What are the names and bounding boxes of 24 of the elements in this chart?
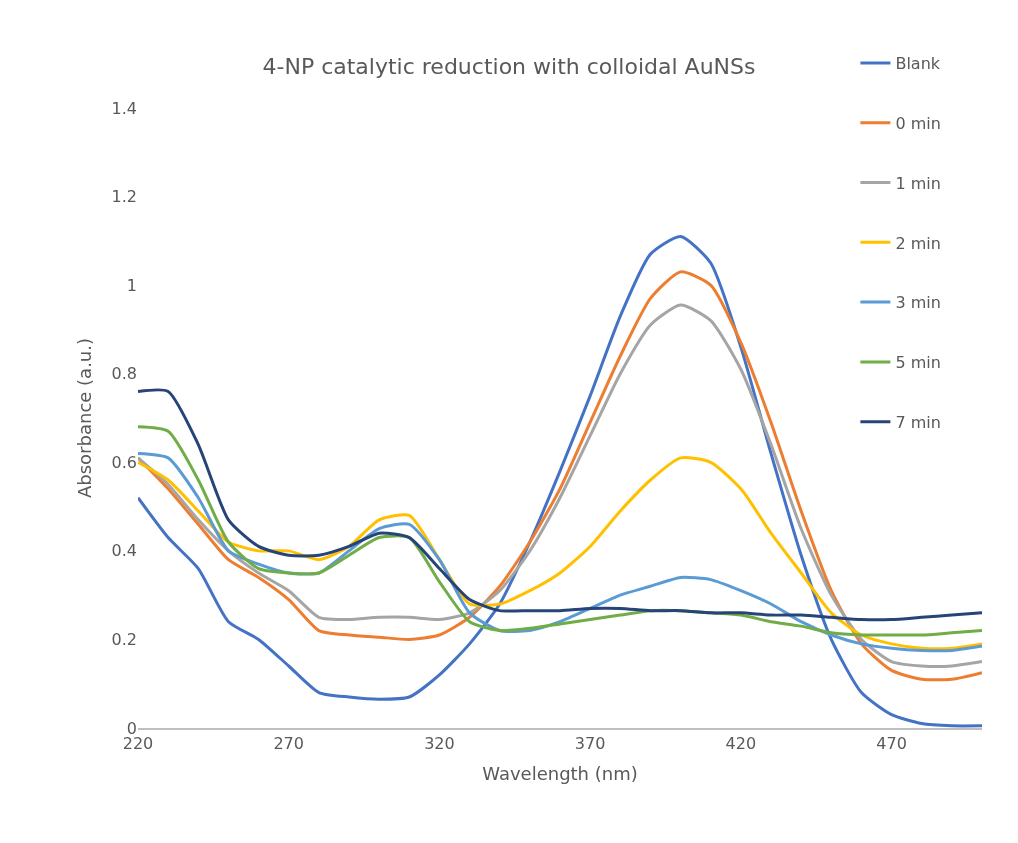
x-axis-title: Wavelength (nm) <box>482 762 638 784</box>
legend-label: 1 min <box>895 173 941 193</box>
x-tick-label: 470 <box>876 733 907 753</box>
legend-label: 3 min <box>895 293 941 313</box>
y-tick-label: 0.8 <box>111 364 137 384</box>
y-tick-label: 1 <box>126 275 137 295</box>
y-tick-label: 0.2 <box>111 630 137 650</box>
legend-label: 2 min <box>895 233 941 253</box>
x-tick-label: 270 <box>273 733 304 753</box>
y-tick-label: 0.4 <box>111 541 137 561</box>
legend-label: Blank <box>895 54 941 74</box>
chart-title: 4-NP catalytic reduction with colloidal AuNSs <box>262 54 756 80</box>
x-tick-label: 370 <box>574 733 606 753</box>
y-tick-label: 1.2 <box>111 187 137 207</box>
legend-label: 7 min <box>895 412 941 432</box>
legend-label: 5 min <box>895 353 941 373</box>
legend-label: 0 min <box>895 113 941 133</box>
y-axis-title: Absorbance (a.u.) <box>73 337 95 499</box>
line-series <box>138 388 982 622</box>
x-tick-label: 420 <box>725 733 757 753</box>
x-tick-label: 320 <box>424 733 455 753</box>
y-tick-label: 0.6 <box>111 452 137 472</box>
y-tick-label: 1.4 <box>111 98 137 118</box>
line-series <box>138 234 982 728</box>
